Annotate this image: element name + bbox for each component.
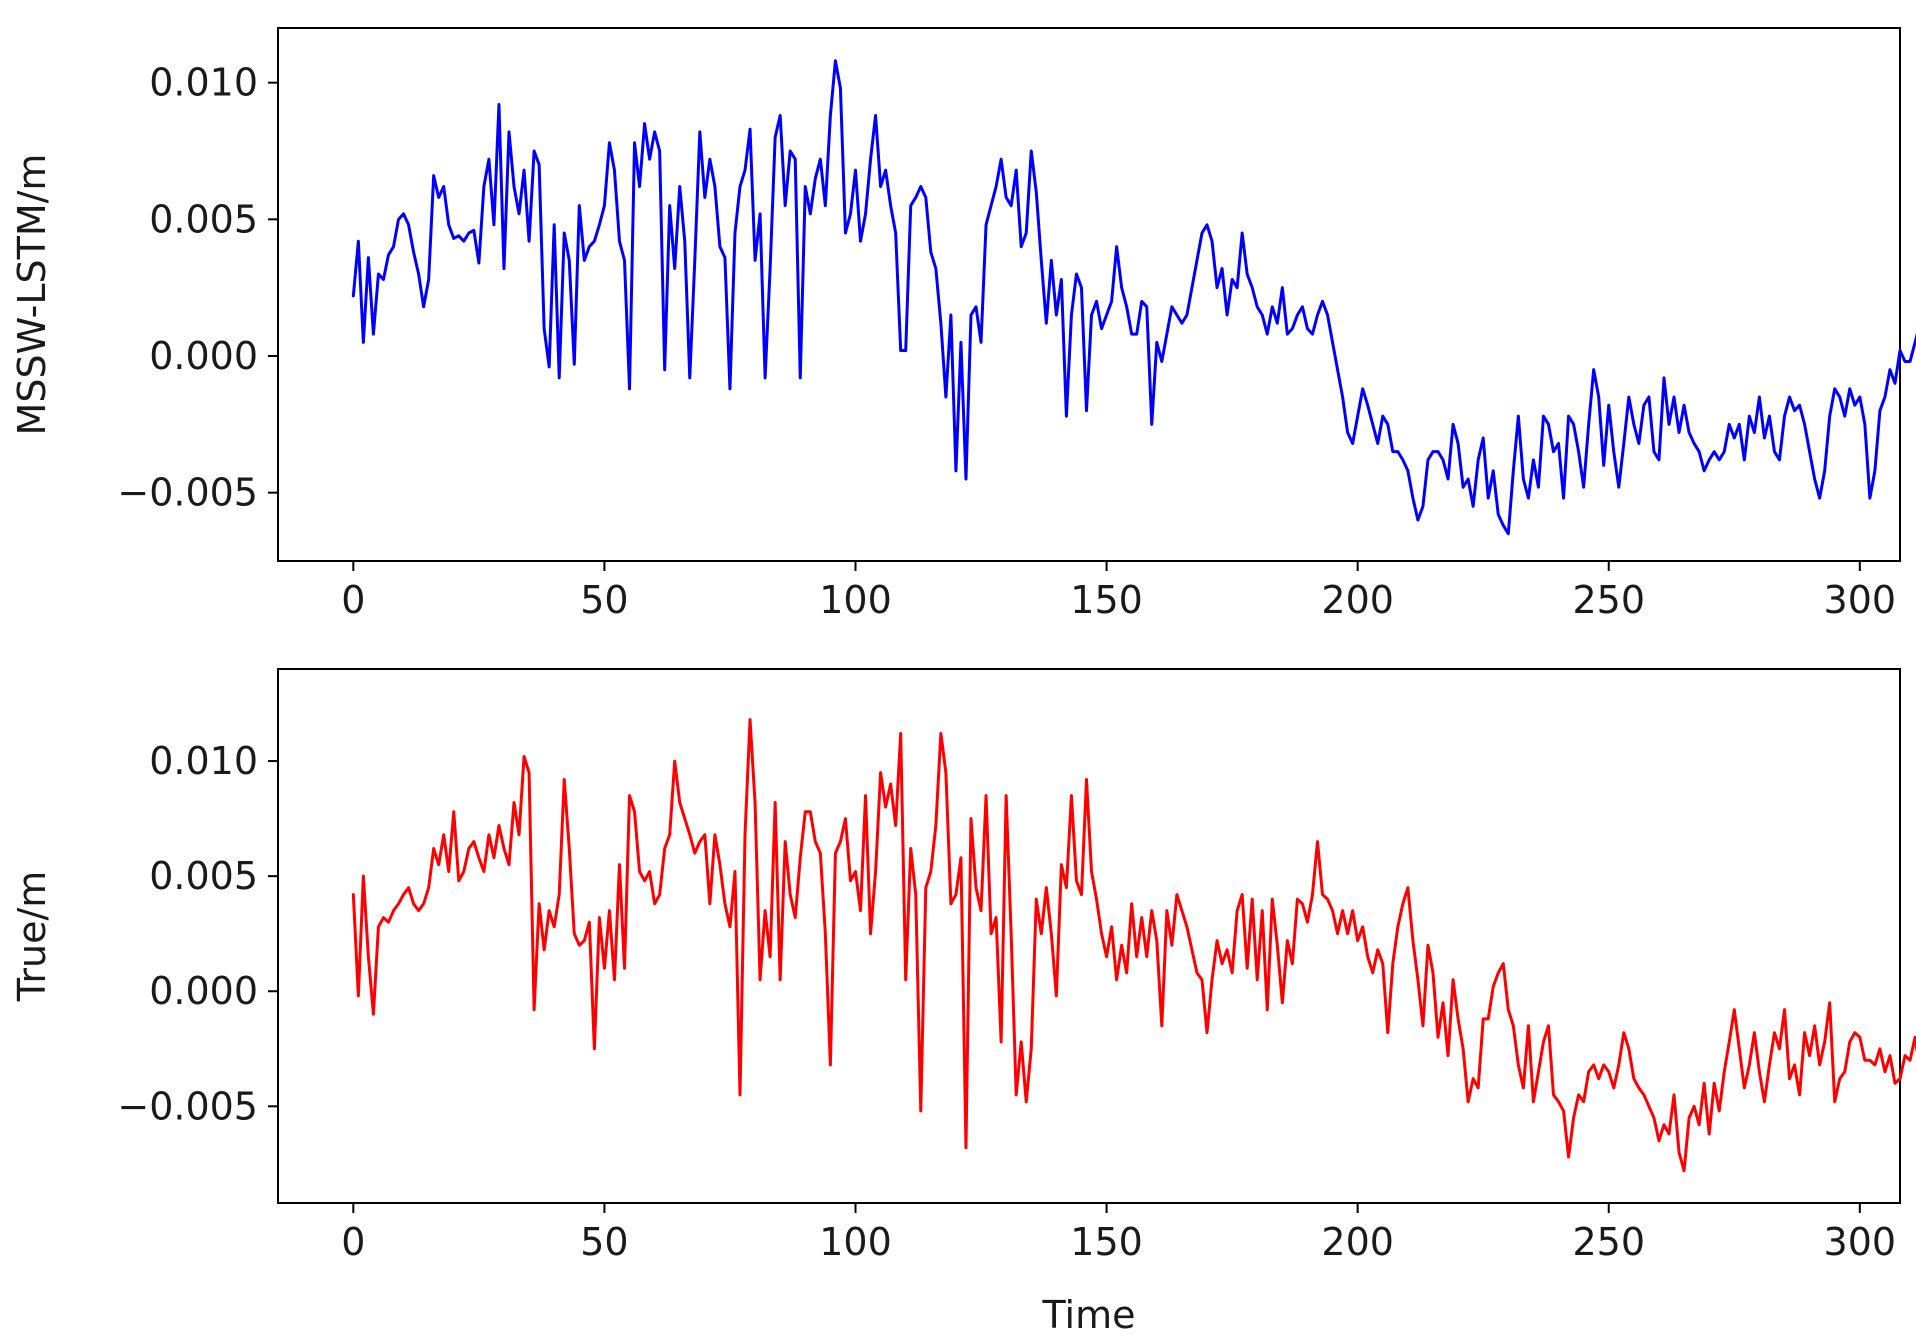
top-panel: −0.005 0.000 0.005 0.010 0 50 100 150 200 250 300… — [10, 27, 1916, 622]
y-tick-label: 0.000 — [149, 969, 258, 1013]
x-tick-label: 0 — [341, 578, 365, 622]
x-tick-label: 300 — [1824, 578, 1897, 622]
y-tick-label: 0.010 — [149, 739, 258, 783]
top-plot-frame — [277, 27, 1901, 562]
x-tick-label: 150 — [1070, 578, 1143, 622]
y-tick-label: −0.005 — [117, 471, 258, 515]
x-tick-label: 150 — [1070, 1220, 1143, 1264]
bottom-panel: −0.005 0.000 0.005 0.010 0 50 100 150 200 250 300… — [10, 668, 1916, 1337]
x-tick-label: 0 — [341, 1220, 365, 1264]
top-y-axis-label: MSSW-LSTM/m — [10, 154, 54, 436]
x-tick-label: 300 — [1824, 1220, 1897, 1264]
x-tick-label: 250 — [1572, 1220, 1645, 1264]
x-tick-label: 100 — [819, 1220, 892, 1264]
y-tick-label: −0.005 — [117, 1084, 258, 1128]
bottom-y-axis-label: True/m — [10, 871, 54, 1003]
x-tick-label: 200 — [1321, 1220, 1394, 1264]
bottom-x-axis-label: Time — [1042, 1293, 1136, 1337]
bottom-series-line — [351, 718, 1916, 1173]
bottom-y-axis: −0.005 0.000 0.005 0.010 — [117, 739, 278, 1128]
bottom-plot-frame — [277, 668, 1901, 1204]
y-tick-label: 0.010 — [149, 61, 258, 105]
x-tick-label: 50 — [580, 578, 628, 622]
y-tick-label: 0.000 — [149, 334, 258, 378]
x-tick-label: 50 — [580, 1220, 628, 1264]
top-series-line — [351, 59, 1916, 536]
y-tick-label: 0.005 — [149, 854, 258, 898]
bottom-x-axis: 0 50 100 150 200 250 300 — [341, 1203, 1896, 1264]
y-tick-label: 0.005 — [149, 197, 258, 241]
x-tick-label: 200 — [1321, 578, 1394, 622]
x-tick-label: 100 — [819, 578, 892, 622]
top-y-axis: −0.005 0.000 0.005 0.010 — [117, 61, 278, 515]
top-x-axis: 0 50 100 150 200 250 300 — [341, 561, 1896, 622]
x-tick-label: 250 — [1572, 578, 1645, 622]
